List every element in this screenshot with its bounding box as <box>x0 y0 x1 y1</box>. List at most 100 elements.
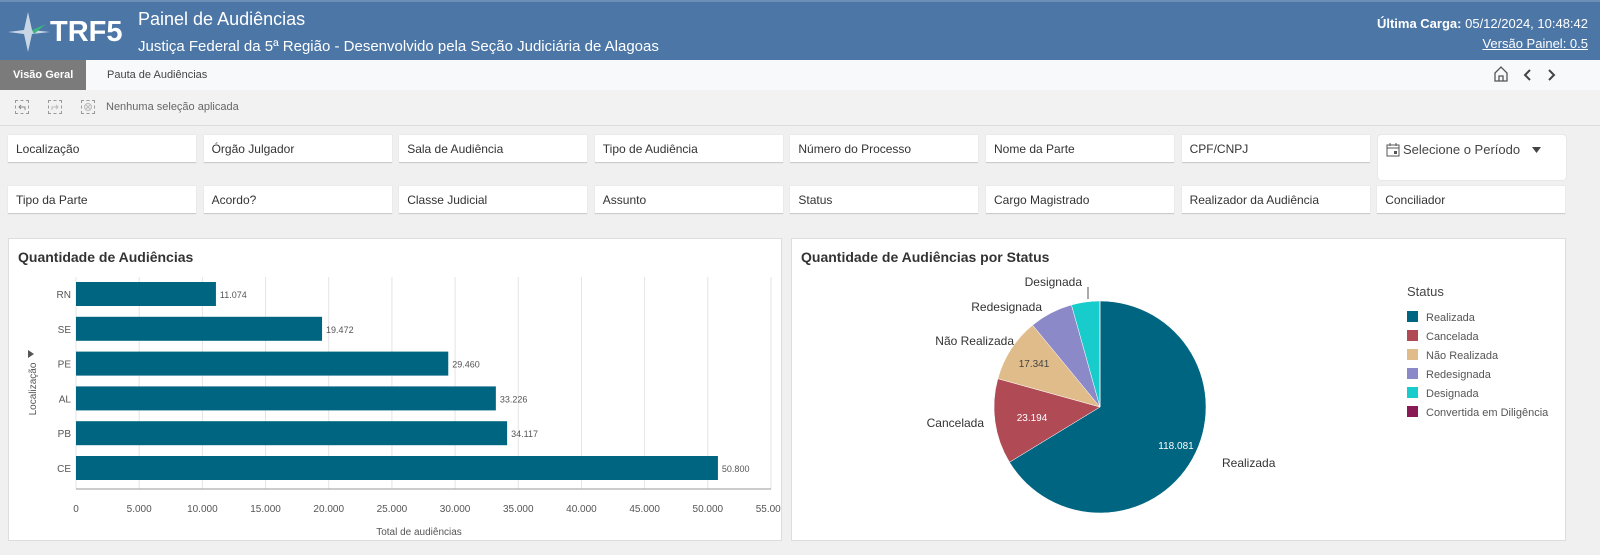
filter-row1-6[interactable]: CPF/CNPJ <box>1181 135 1370 163</box>
chevron-right-icon[interactable] <box>1546 66 1558 89</box>
chevron-left-icon[interactable] <box>1521 66 1533 89</box>
slice-label: Não Realizada <box>935 334 1014 348</box>
trf5-logo: TRF5 <box>6 10 130 54</box>
period-label: Selecione o Período <box>1403 142 1521 157</box>
selection-status: Nenhuma seleção aplicada <box>106 101 239 113</box>
filter-row1-3[interactable]: Tipo de Audiência <box>594 135 783 163</box>
filter-row2-1[interactable]: Acordo? <box>203 186 392 214</box>
x-tick-label: 40.000 <box>566 504 597 515</box>
legend-item[interactable]: Designada <box>1426 388 1479 400</box>
last-load: Última Carga: 05/12/2024, 10:48:42 <box>1377 16 1588 31</box>
legend-item[interactable]: Convertida em Diligência <box>1426 407 1549 419</box>
legend-swatch[interactable] <box>1407 368 1418 379</box>
legend-item[interactable]: Cancelada <box>1426 331 1479 343</box>
bar-PB[interactable] <box>76 421 508 446</box>
bar-value-label: 29.460 <box>452 360 480 370</box>
y-axis-title: Localização <box>28 362 39 415</box>
legend-swatch[interactable] <box>1407 406 1418 417</box>
slice-label: Redesignada <box>971 300 1042 314</box>
bar-value-label: 19.472 <box>326 325 354 335</box>
slice-label: Designada <box>1025 275 1083 289</box>
bar-value-label: 11.074 <box>220 290 247 300</box>
bar-chart-title: Quantidade de Audiências <box>18 249 194 265</box>
last-load-label: Última Carga: <box>1376 16 1462 31</box>
filter-row2-3[interactable]: Assunto <box>594 186 783 214</box>
slice-value-label: 17.341 <box>1019 359 1050 370</box>
y-tick-label: PE <box>58 360 72 371</box>
clear-selections-icon[interactable] <box>81 100 95 114</box>
legend-item[interactable]: Redesignada <box>1426 369 1492 381</box>
step-back-icon[interactable] <box>15 100 29 114</box>
filter-row1-2[interactable]: Sala de Audiência <box>399 135 588 163</box>
slice-label: Cancelada <box>927 416 985 430</box>
step-forward-icon[interactable] <box>48 100 62 114</box>
filter-row1-1[interactable]: Órgão Julgador <box>203 135 392 163</box>
filter-row1-0[interactable]: Localização <box>8 135 196 163</box>
bar-SE[interactable] <box>76 316 323 341</box>
x-tick-label: 55.000 <box>756 504 781 515</box>
x-tick-label: 5.000 <box>127 504 152 515</box>
logo-text: TRF5 <box>50 16 123 48</box>
legend-title: Status <box>1407 284 1444 299</box>
bar-CE[interactable] <box>76 456 718 480</box>
bar-chart-panel: Quantidade de Audiências 0 5.000 10.000 15.… <box>8 238 782 541</box>
tab-visao-geral[interactable]: Visão Geral <box>0 60 87 90</box>
x-tick-label: 35.000 <box>503 504 534 515</box>
bar-value-label: 50.800 <box>722 464 750 474</box>
bar-AL[interactable] <box>76 386 496 411</box>
x-tick-label: 15.000 <box>250 504 281 515</box>
slice-value-label: 118.081 <box>1158 441 1194 452</box>
y-tick-label: CE <box>57 464 71 475</box>
y-tick-label: RN <box>57 290 71 301</box>
x-tick-label: 20.000 <box>313 504 344 515</box>
pie-slice-0[interactable] <box>1009 300 1207 514</box>
legend-swatch[interactable] <box>1407 311 1418 322</box>
legend-item[interactable]: Realizada <box>1426 312 1476 324</box>
selection-toolbar: Nenhuma seleção aplicada <box>0 90 1600 126</box>
x-tick-label: 30.000 <box>440 504 471 515</box>
x-axis-title: Total de audiências <box>376 527 462 538</box>
pie-slice-1[interactable] <box>993 378 1101 463</box>
pie-chart-title: Quantidade de Audiências por Status <box>801 249 1050 265</box>
bar-value-label: 34.117 <box>511 429 538 439</box>
x-tick-label: 25.000 <box>377 504 408 515</box>
legend-item[interactable]: Não Realizada <box>1426 350 1499 362</box>
legend-swatch[interactable] <box>1407 349 1418 360</box>
dropdown-arrow-icon <box>1531 141 1541 157</box>
tab-pauta[interactable]: Pauta de Audiências <box>107 69 208 81</box>
pie-chart: Realizada 118.081 Realizada Cancelada 23.194… <box>927 275 1549 514</box>
page-title: Painel de Audiências <box>138 9 306 29</box>
y-tick-label: AL <box>59 394 72 405</box>
header: TRF5 Painel de Audiências Justiça Federa… <box>0 0 1600 60</box>
period-selector[interactable]: Selecione o Período <box>1378 135 1566 180</box>
tab-bar: Visão Geral Pauta de Audiências <box>0 60 1600 90</box>
legend-swatch[interactable] <box>1407 387 1418 398</box>
bar-RN[interactable] <box>76 282 216 306</box>
x-tick-label: 50.000 <box>693 504 724 515</box>
x-tick-label: 0 <box>73 504 79 515</box>
filter-row2-6[interactable]: Realizador da Audiência <box>1181 186 1370 214</box>
filter-row2-7[interactable]: Conciliador <box>1377 186 1566 214</box>
x-tick-label: 45.000 <box>629 504 660 515</box>
bar-chart: 0 5.000 10.000 15.000 20.000 25.000 30.000 35.0… <box>28 277 781 538</box>
last-load-value: 05/12/2024, 10:48:42 <box>1465 16 1588 31</box>
filter-row2-2[interactable]: Classe Judicial <box>399 186 588 214</box>
y-tick-label: PB <box>58 429 72 440</box>
calendar-icon <box>1386 143 1400 161</box>
filter-row1-4[interactable]: Número do Processo <box>790 135 979 163</box>
filter-row2-5[interactable]: Cargo Magistrado <box>986 186 1174 214</box>
home-icon[interactable] <box>1493 65 1509 88</box>
y-tick-label: SE <box>58 325 72 336</box>
logo-mark-icon <box>8 12 50 52</box>
expand-axis-icon[interactable] <box>28 350 34 358</box>
filter-row2-4[interactable]: Status <box>790 186 979 214</box>
slice-value-label: 23.194 <box>1017 413 1048 424</box>
version-link[interactable]: Versão Painel: 0.5 <box>1482 36 1588 51</box>
bar-PE[interactable] <box>76 351 449 376</box>
bar-value-label: 33.226 <box>500 394 528 404</box>
legend-swatch[interactable] <box>1407 330 1418 341</box>
filter-row2-0[interactable]: Tipo da Parte <box>8 186 196 214</box>
slice-label: Realizada <box>1222 456 1276 470</box>
filter-row1-5[interactable]: Nome da Parte <box>986 135 1174 163</box>
x-tick-label: 10.000 <box>187 504 218 515</box>
